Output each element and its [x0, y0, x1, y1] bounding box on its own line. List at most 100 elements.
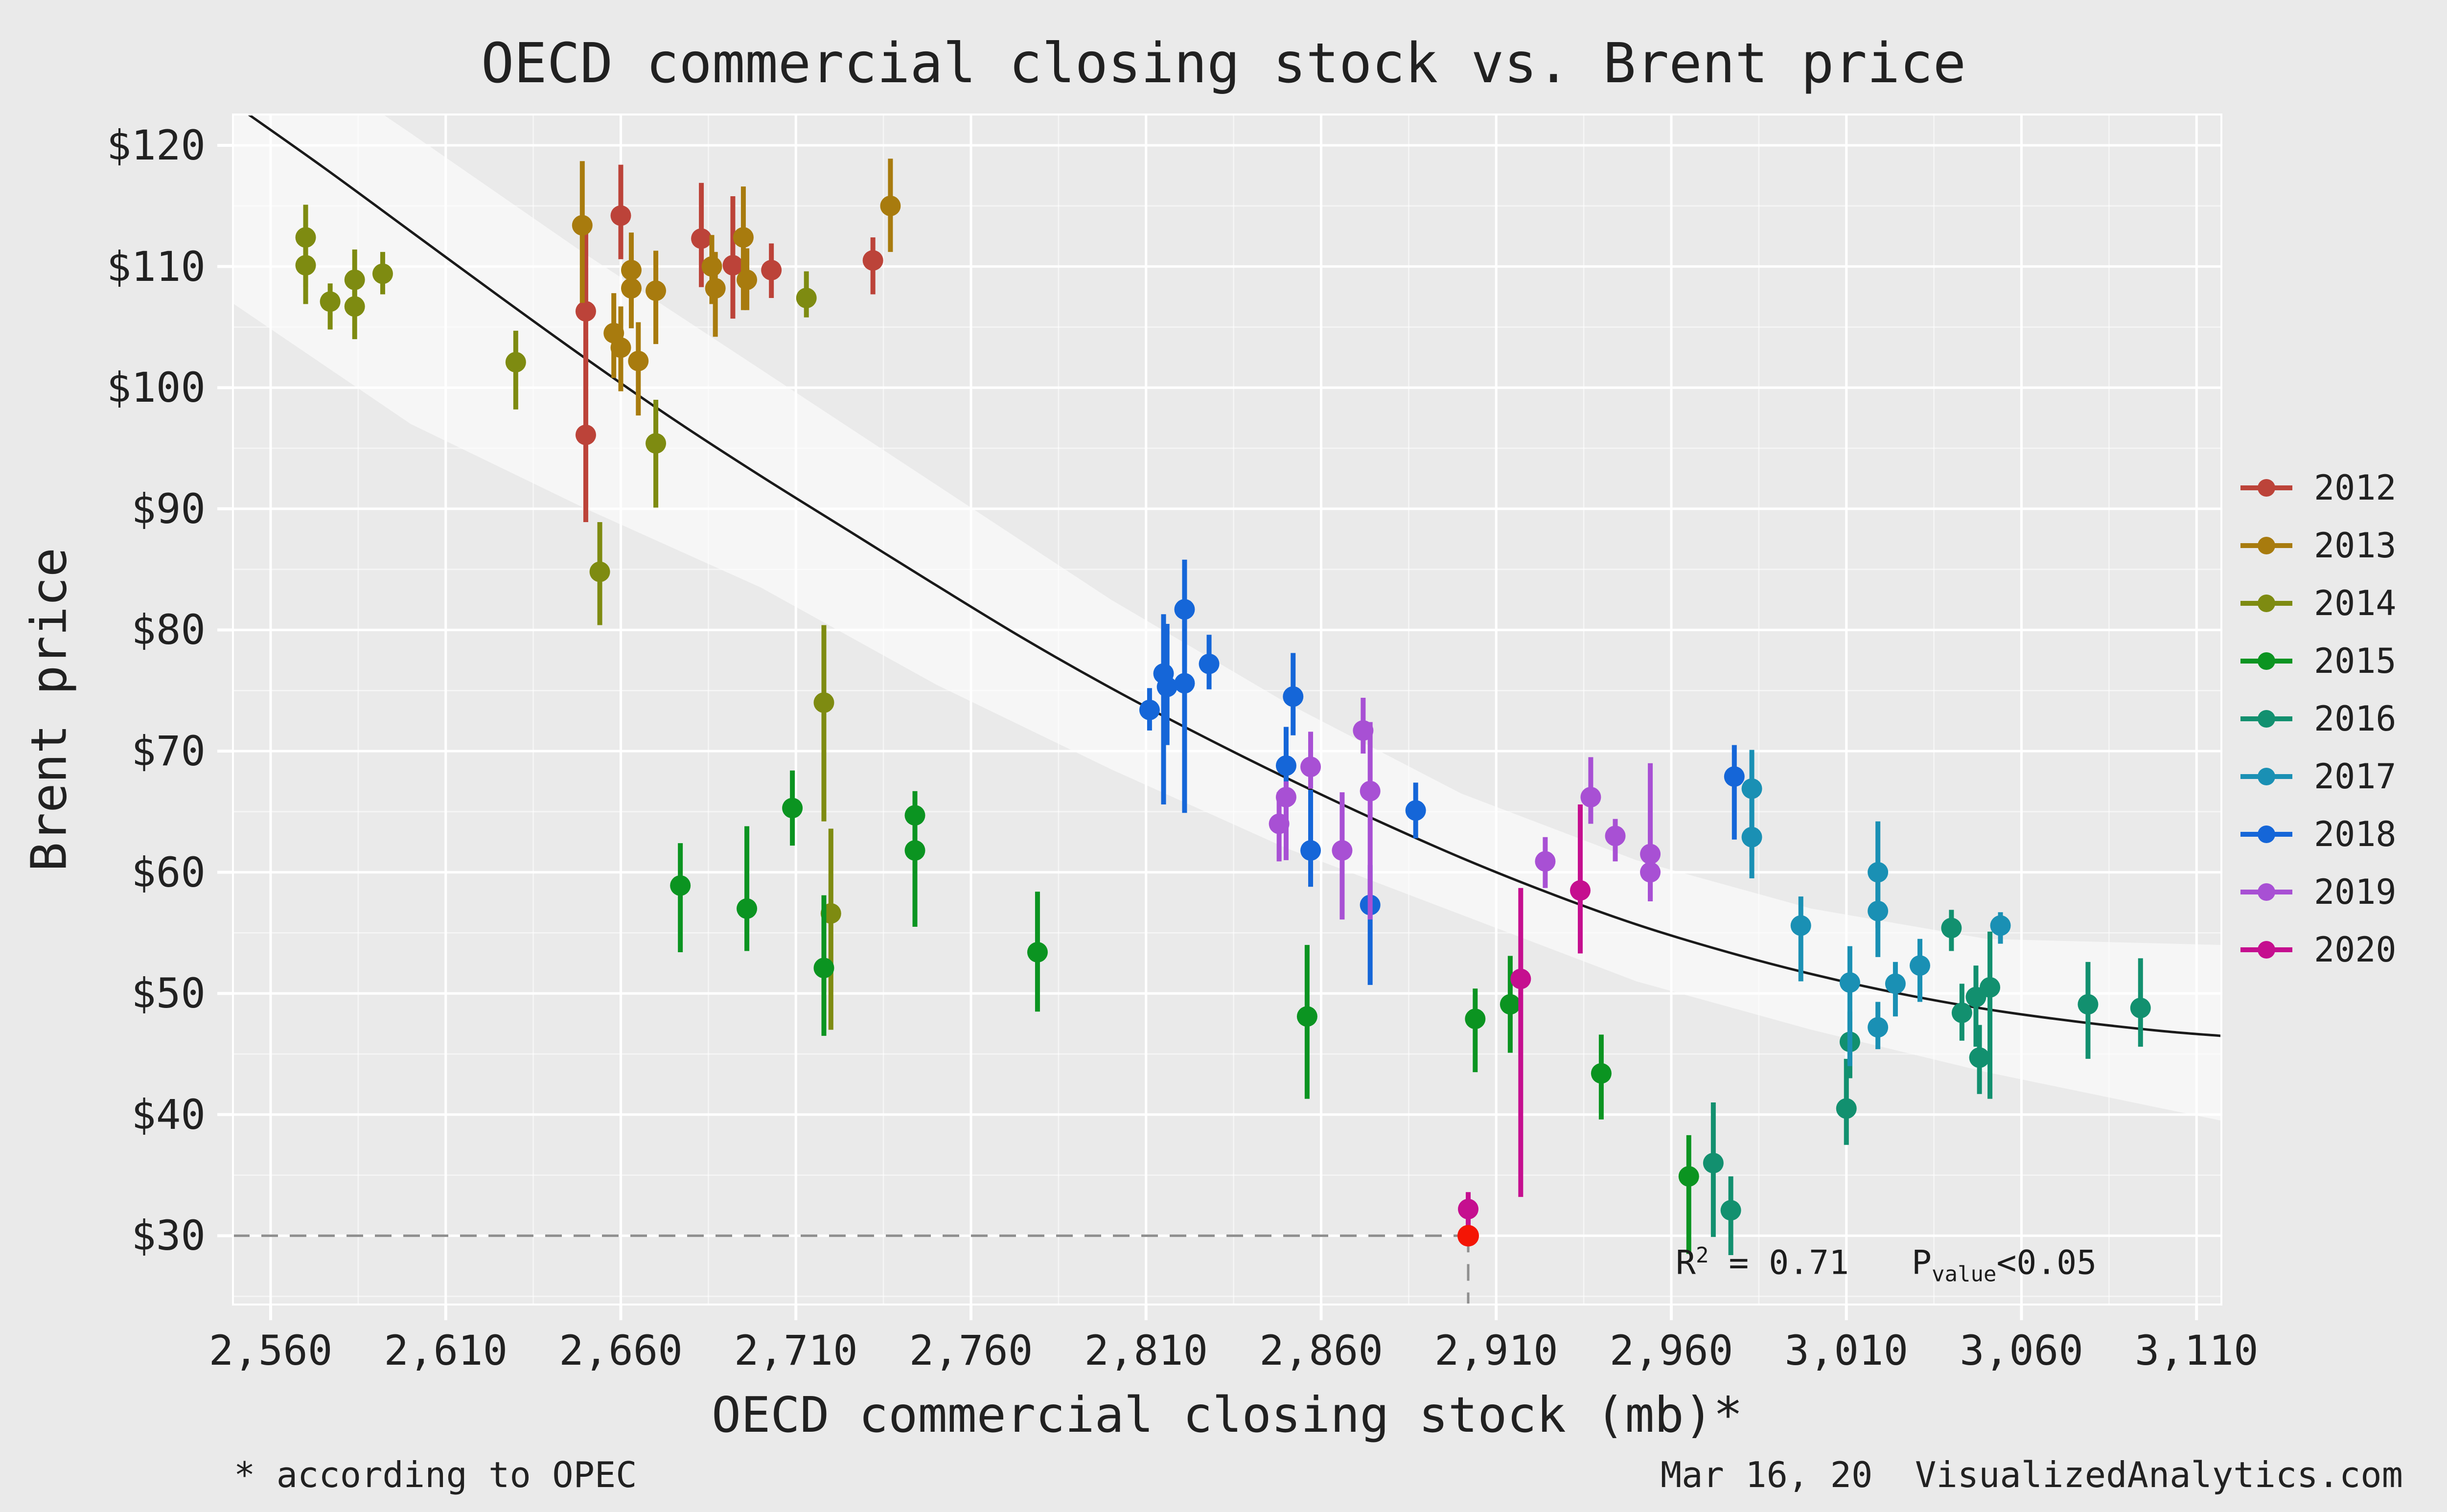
data-point [1980, 977, 2001, 998]
data-point [1741, 778, 1762, 799]
data-point [1580, 787, 1601, 808]
y-tick-label: $90 [131, 484, 206, 533]
series-2013 [572, 159, 901, 416]
x-tick-label: 3,110 [2134, 1327, 2259, 1375]
data-point [1836, 1098, 1857, 1119]
panel-border [232, 114, 2222, 1306]
data-point [1951, 1002, 1972, 1023]
legend-label: 2013 [2314, 526, 2397, 566]
data-point [737, 898, 758, 919]
legend-item-2018: 2018 [2240, 814, 2397, 854]
series-2019 [1269, 698, 1661, 920]
legend-marker-icon [2240, 941, 2292, 959]
p-label: P [1912, 1243, 1932, 1283]
y-tick-label: $80 [131, 606, 206, 654]
data-point [1275, 787, 1296, 808]
x-tick-label: 3,010 [1784, 1327, 1909, 1375]
y-tick-label: $100 [106, 364, 206, 412]
legend-label: 2020 [2314, 930, 2397, 970]
footnote-source: * according to OPEC [234, 1454, 637, 1495]
data-point [1296, 1006, 1317, 1027]
data-point [1640, 862, 1661, 883]
legend-marker-icon [2240, 768, 2292, 785]
legend-label: 2014 [2314, 583, 2397, 623]
data-point [1300, 840, 1321, 861]
data-point [1741, 826, 1762, 848]
y-tick-label: $60 [131, 848, 206, 896]
legend-item-2019: 2019 [2240, 872, 2397, 912]
data-point [705, 278, 726, 299]
data-point [2078, 994, 2099, 1015]
data-point [1458, 1198, 1479, 1219]
data-point [1405, 800, 1426, 821]
data-point [1724, 766, 1745, 787]
data-point [722, 255, 743, 276]
data-point [295, 255, 316, 276]
data-point [575, 301, 596, 322]
data-point [1156, 676, 1177, 697]
data-point [628, 350, 649, 371]
x-tick-label: 2,560 [208, 1327, 333, 1375]
data-point [1868, 1017, 1889, 1038]
data-point [575, 424, 596, 445]
data-point [1174, 673, 1195, 694]
data-point [1360, 780, 1381, 802]
data-point [1500, 994, 1521, 1015]
data-point [1465, 1008, 1486, 1030]
legend-label: 2012 [2314, 468, 2397, 508]
legend-marker-icon [2240, 883, 2292, 901]
data-point [904, 840, 925, 861]
data-point [320, 291, 341, 312]
r2-sup: 2 [1695, 1243, 1709, 1268]
legend-marker-icon [2240, 825, 2292, 843]
legend-marker-icon [2240, 652, 2292, 670]
data-point [813, 692, 834, 713]
data-point [813, 958, 834, 979]
y-tick-label: $70 [131, 727, 206, 775]
data-point [1678, 1166, 1699, 1187]
x-tick-label: 2,960 [1609, 1327, 1733, 1375]
data-point [1969, 1047, 1990, 1068]
confidence-band [233, 115, 2221, 1121]
legend-label: 2016 [2314, 699, 2397, 739]
legend-item-2014: 2014 [2240, 583, 2397, 623]
data-point [733, 227, 754, 248]
legend-item-2013: 2013 [2240, 526, 2397, 566]
y-tick-label: $40 [131, 1090, 206, 1139]
data-point [344, 296, 365, 317]
legend-label: 2017 [2314, 756, 2397, 797]
data-point [701, 256, 722, 277]
legend: 2012 2013 2014 2015 2016 2017 2018 2019 2020 [2240, 0, 2447, 1512]
data-point [1941, 917, 1962, 939]
legend-item-2015: 2015 [2240, 641, 2397, 681]
data-point [1570, 880, 1591, 901]
data-point [1839, 972, 1860, 993]
series-2017 [1741, 750, 2011, 1066]
legend-label: 2019 [2314, 872, 2397, 912]
data-point [1703, 1152, 1724, 1173]
data-point [796, 287, 817, 308]
data-point [880, 195, 901, 216]
series-2015 [670, 770, 1699, 1254]
footnote-credit: Mar 16, 20 VisualizedAnalytics.com [1660, 1454, 2403, 1495]
data-point [1535, 851, 1556, 872]
y-tick-label: $30 [131, 1212, 206, 1260]
y-axis-title: Brent price [20, 547, 78, 872]
data-point [1332, 840, 1353, 861]
regression-annotation: R2 = 0.71 Pvalue<0.05 [1676, 1243, 2097, 1286]
x-tick-label: 2,760 [909, 1327, 1033, 1375]
data-point [646, 433, 667, 454]
data-point [572, 215, 593, 236]
x-tick-label: 2,610 [384, 1327, 508, 1375]
data-point [1790, 915, 1811, 936]
y-tick-label: $120 [106, 121, 206, 169]
data-point [1300, 756, 1321, 778]
data-point [1510, 968, 1531, 989]
data-point [1174, 599, 1195, 620]
data-point [1605, 825, 1626, 847]
legend-marker-icon [2240, 537, 2292, 554]
data-point [1027, 942, 1048, 963]
x-tick-label: 2,910 [1434, 1327, 1558, 1375]
legend-item-2016: 2016 [2240, 699, 2397, 739]
